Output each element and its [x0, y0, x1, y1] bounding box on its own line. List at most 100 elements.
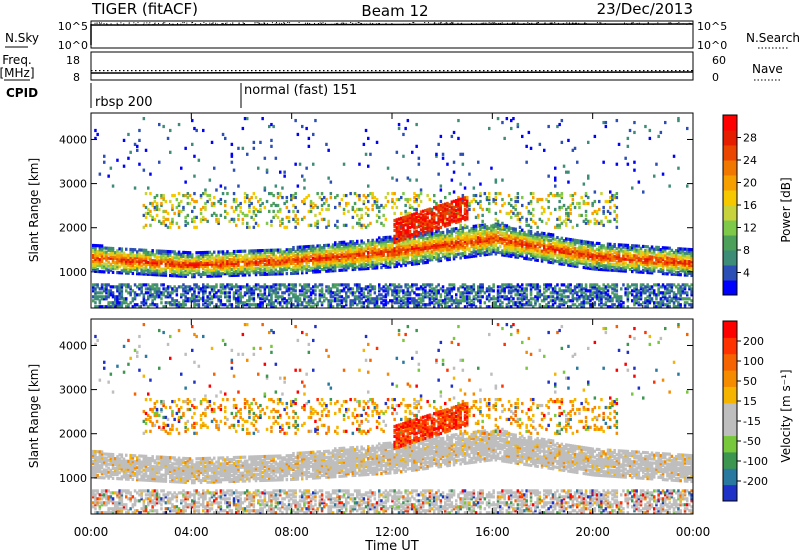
power-cell [334, 251, 337, 255]
power-cell [413, 207, 416, 212]
power-cell [129, 247, 132, 252]
power-cell [261, 295, 264, 299]
nsky-dot [289, 22, 291, 24]
power-cell [144, 283, 148, 287]
power-cell [323, 263, 326, 268]
power-cell [389, 245, 392, 249]
power-cell [375, 256, 379, 260]
power-cell [206, 270, 209, 274]
power-cell [206, 299, 209, 303]
power-cell [494, 201, 498, 206]
power-cell [452, 227, 456, 231]
power-cell [391, 251, 394, 255]
power-cell [488, 299, 491, 303]
power-cell [307, 295, 311, 299]
power-cell [415, 244, 418, 248]
nsky-dot [335, 22, 337, 24]
nsky-dot [645, 23, 647, 25]
power-cell [230, 287, 234, 291]
power-cell [373, 299, 377, 303]
power-cell [219, 258, 223, 262]
power-cell [490, 224, 493, 228]
power-cell [457, 215, 460, 219]
nave-dot [583, 70, 585, 72]
power-cell [342, 266, 346, 270]
power-cell [329, 267, 333, 271]
nsky-dot [509, 23, 511, 25]
power-cell [512, 245, 515, 249]
power-cell [204, 252, 207, 257]
power-cell [466, 241, 469, 245]
power-cell [100, 287, 104, 291]
power-cell [329, 180, 333, 184]
power-cell [204, 205, 207, 210]
power-cell [272, 215, 275, 219]
power-cell [430, 212, 434, 216]
power-cell [316, 262, 319, 266]
power-cell [494, 301, 498, 305]
power-cell [186, 289, 190, 293]
power-cell [285, 225, 289, 229]
power-cell [114, 264, 117, 269]
power-cell [494, 236, 498, 240]
power-cell [411, 233, 414, 237]
power-cell [243, 249, 247, 253]
power-cell [246, 152, 249, 156]
power-cell [186, 264, 190, 269]
power-cell [380, 297, 383, 301]
power-cell [237, 293, 240, 297]
power-cell [120, 287, 124, 291]
power-cell [109, 293, 113, 297]
power-cell [290, 193, 293, 198]
power-cell [369, 285, 372, 289]
power-cell [169, 261, 172, 266]
power-cell [158, 269, 161, 273]
nsky-dot [341, 22, 343, 24]
nave-dot [487, 70, 489, 72]
power-cell [422, 287, 425, 291]
power-cell [340, 256, 344, 260]
power-cell [362, 293, 366, 297]
power-cell [305, 126, 308, 131]
power-cell [118, 293, 121, 297]
power-cell [133, 305, 137, 309]
power-cell [219, 266, 223, 270]
power-cell [338, 264, 341, 268]
power-cell [270, 272, 273, 276]
power-cell [402, 154, 405, 158]
power-cell [435, 225, 438, 229]
power-cell [338, 244, 341, 249]
power-cell [94, 305, 97, 309]
power-cell [274, 256, 278, 260]
power-cell [188, 297, 192, 301]
power-cell [351, 291, 355, 295]
power-cell [369, 244, 372, 249]
power-cell [327, 263, 330, 267]
nsky-dot [322, 22, 324, 24]
nsky-dot [350, 22, 352, 24]
power-cell [160, 261, 163, 265]
power-cell [342, 258, 346, 262]
power-cell [155, 203, 159, 208]
power-cell [307, 303, 311, 307]
power-cell [364, 266, 368, 271]
power-cell [459, 240, 462, 244]
nsky-dot [384, 23, 386, 25]
power-cell [191, 265, 194, 269]
power-cell [175, 293, 179, 297]
power-cell [265, 254, 269, 259]
power-cell [169, 301, 172, 305]
power-cell [219, 303, 223, 307]
power-cell [292, 285, 295, 289]
power-cell [415, 250, 418, 254]
power-cell [353, 299, 357, 303]
power-cell [358, 301, 361, 305]
power-cell [439, 231, 443, 235]
power-cell [107, 293, 110, 297]
power-cell [292, 209, 295, 214]
power-cell [309, 201, 313, 206]
power-cell [210, 295, 214, 299]
power-cell [406, 234, 410, 238]
power-cell [340, 289, 344, 293]
power-cell [307, 223, 311, 227]
